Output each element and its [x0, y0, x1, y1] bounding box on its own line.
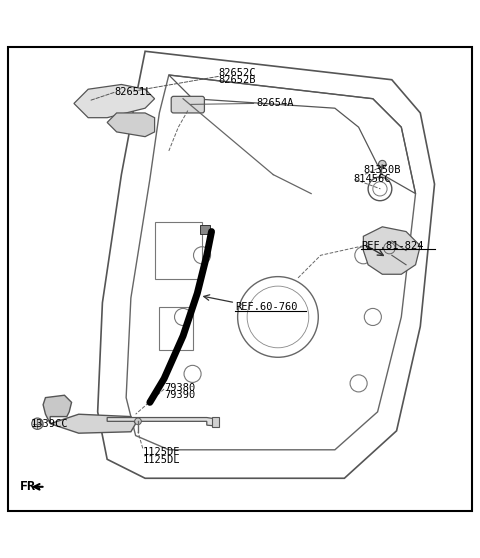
Polygon shape [363, 227, 420, 274]
Circle shape [135, 418, 141, 425]
Text: 1339CC: 1339CC [30, 418, 68, 429]
Polygon shape [107, 417, 216, 426]
Circle shape [32, 418, 43, 430]
Text: 81456C: 81456C [354, 174, 391, 184]
Polygon shape [107, 113, 155, 137]
Text: 79390: 79390 [164, 390, 195, 400]
Text: REF.60-760: REF.60-760 [235, 302, 298, 312]
Text: 1125DL: 1125DL [143, 455, 180, 465]
Polygon shape [74, 84, 155, 118]
Polygon shape [43, 395, 72, 424]
Bar [200, 225, 210, 234]
Text: FR.: FR. [19, 480, 43, 493]
FancyBboxPatch shape [171, 97, 204, 113]
Text: 79380: 79380 [164, 383, 195, 393]
Text: 82651L: 82651L [114, 86, 152, 97]
Bar [212, 417, 219, 427]
Bar [155, 222, 202, 279]
Text: 81350B: 81350B [363, 165, 401, 175]
Circle shape [379, 160, 386, 168]
Text: 1125DE: 1125DE [143, 447, 180, 457]
Text: REF.81-824: REF.81-824 [361, 241, 423, 251]
Polygon shape [50, 414, 136, 433]
Text: 82652C: 82652C [219, 68, 256, 78]
Text: 82652B: 82652B [219, 75, 256, 85]
Bar [159, 307, 192, 350]
Text: 82654A: 82654A [257, 98, 294, 108]
